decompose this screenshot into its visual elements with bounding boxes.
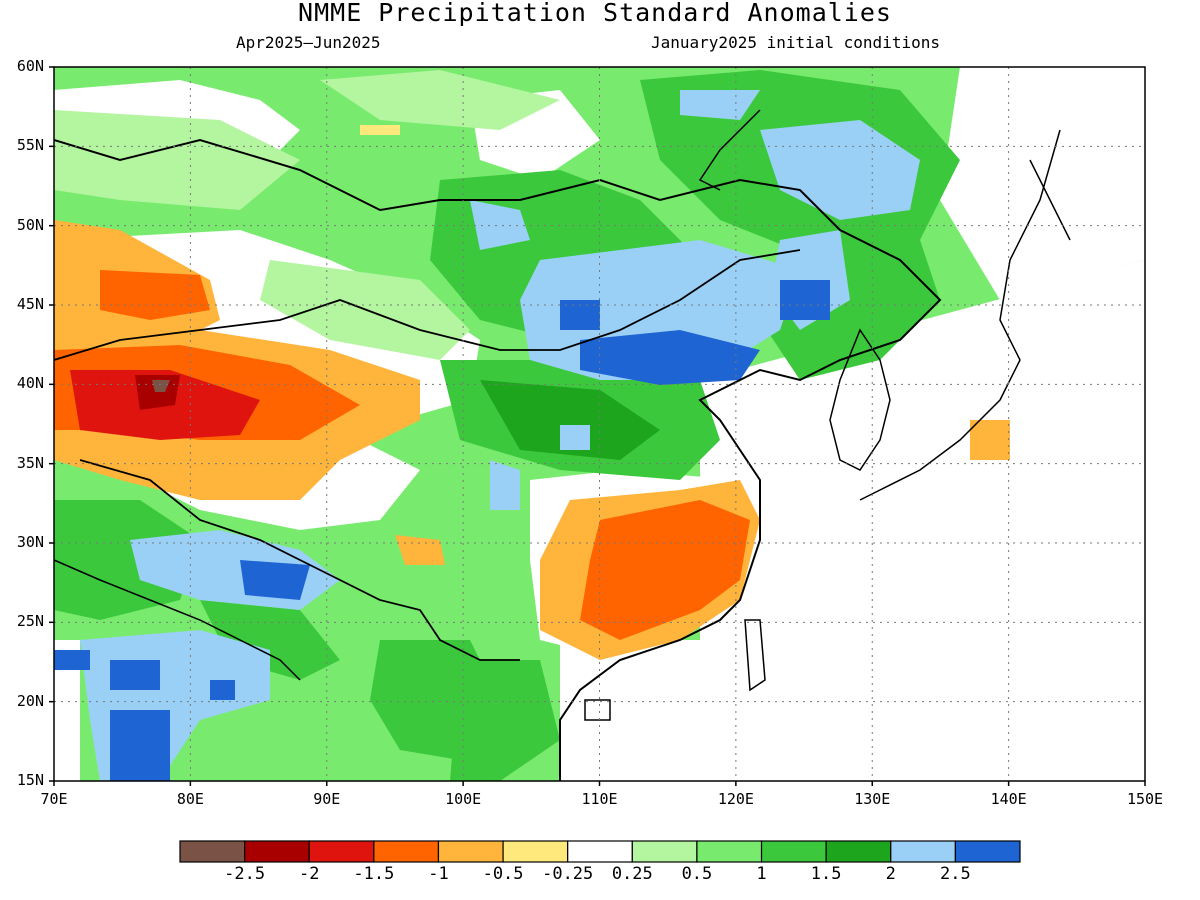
colorbar-tick-label: 0.25	[611, 864, 653, 884]
initial-conditions: January2025 initial conditions	[651, 33, 940, 52]
colorbar-tick-label: -2.5	[224, 864, 266, 884]
colorbar-tick-label: -2	[298, 864, 320, 884]
lon-tick-label: 100E	[445, 790, 482, 808]
colorbar-swatch	[954, 840, 1021, 863]
lon-tick-label: 130E	[854, 790, 891, 808]
axis-ticks	[49, 66, 1146, 786]
lat-tick-label: 20N	[16, 691, 44, 710]
colorbar-swatch	[825, 840, 892, 863]
map-title: NMME Precipitation Standard Anomalies	[298, 0, 892, 27]
colorbar	[179, 840, 1021, 863]
anomaly-field	[54, 67, 1145, 781]
lon-tick-label: 70E	[40, 790, 68, 808]
colorbar-tick-label: -1.5	[353, 864, 395, 884]
colorbar-tick-label: 1.5	[810, 864, 842, 884]
lon-tick-label: 90E	[313, 790, 341, 808]
colorbar-tick-label: 0.5	[681, 864, 713, 884]
lat-tick-label: 15N	[16, 771, 44, 789]
colorbar-swatch	[502, 840, 569, 863]
colorbar-tick-label: -0.25	[542, 864, 594, 884]
lon-tick-label: 110E	[581, 790, 618, 808]
colorbar-tick-label: 2	[885, 864, 896, 884]
colorbar-swatch	[696, 840, 763, 863]
colorbar-swatch	[890, 840, 956, 863]
lon-tick-label: 120E	[717, 790, 754, 808]
colorbar-tick-label: 1	[756, 864, 767, 884]
colorbar-tick-label: -0.5	[482, 864, 524, 884]
colorbar-swatch	[760, 840, 827, 863]
lon-tick-label: 140E	[990, 790, 1027, 808]
lat-tick-label: 55N	[16, 136, 44, 155]
colorbar-swatch	[437, 840, 504, 863]
lon-tick-label: 150E	[1126, 790, 1164, 808]
lat-tick-label: 45N	[16, 295, 44, 313]
lat-tick-label: 40N	[16, 374, 44, 393]
colorbar-swatch	[308, 840, 375, 863]
lat-tick-label: 30N	[16, 533, 44, 551]
colorbar-swatch	[567, 840, 633, 863]
colorbar-tick-label: -1	[428, 864, 449, 884]
lat-tick-label: 60N	[16, 57, 44, 75]
lat-tick-label: 25N	[16, 612, 44, 631]
colorbar-tick-label: 2.5	[940, 864, 971, 884]
lat-tick-label: 35N	[16, 453, 44, 472]
lon-tick-label: 80E	[176, 790, 204, 808]
colorbar-swatch	[244, 840, 310, 863]
colorbar-swatch	[179, 840, 246, 863]
lat-tick-label: 50N	[16, 215, 44, 234]
colorbar-swatch	[373, 840, 440, 863]
graticule	[54, 67, 1145, 781]
forecast-period: Apr2025–Jun2025	[236, 33, 381, 52]
colorbar-swatch	[631, 840, 698, 863]
